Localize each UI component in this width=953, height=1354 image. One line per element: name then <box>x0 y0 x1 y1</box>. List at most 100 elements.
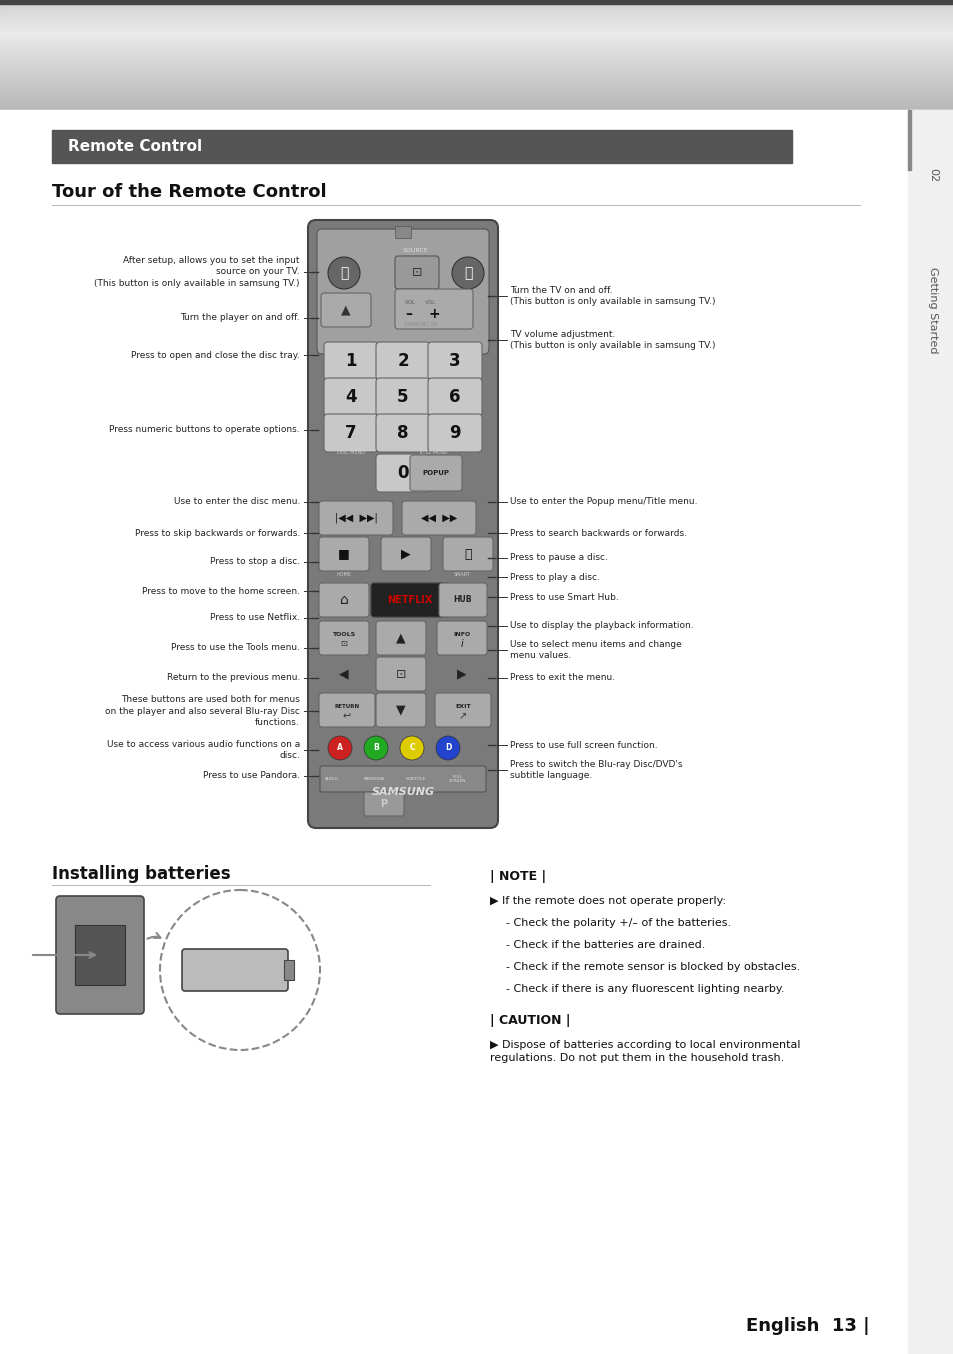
Text: 4: 4 <box>345 389 356 406</box>
Text: - Check if there is any fluorescent lighting nearby.: - Check if there is any fluorescent ligh… <box>505 984 783 994</box>
Bar <box>0 30 953 31</box>
Bar <box>0 51 953 53</box>
Bar <box>0 1 953 3</box>
FancyBboxPatch shape <box>375 454 430 492</box>
Text: SAMSUNG: SAMSUNG <box>371 787 435 798</box>
Bar <box>0 61 953 62</box>
FancyBboxPatch shape <box>56 896 144 1014</box>
Text: After setup, allows you to set the input
source on your TV.
(This button is only: After setup, allows you to set the input… <box>94 256 299 287</box>
Text: Press to stop a disc.: Press to stop a disc. <box>210 558 299 566</box>
Bar <box>0 76 953 77</box>
Bar <box>0 65 953 66</box>
Text: ⏻: ⏻ <box>339 265 348 280</box>
Text: Press to use Netflix.: Press to use Netflix. <box>210 613 299 623</box>
Bar <box>0 38 953 39</box>
Text: VOL       VOL: VOL VOL <box>405 299 435 305</box>
Bar <box>0 58 953 60</box>
Text: ↩: ↩ <box>342 711 351 720</box>
Text: Press to switch the Blu-ray Disc/DVD's
subtitle language.: Press to switch the Blu-ray Disc/DVD's s… <box>510 760 681 780</box>
Text: P: P <box>380 799 387 808</box>
Text: English  13 |: English 13 | <box>745 1317 869 1335</box>
Text: 3: 3 <box>449 352 460 370</box>
Text: 02: 02 <box>927 168 938 181</box>
Bar <box>0 47 953 49</box>
Text: –: – <box>405 307 412 321</box>
Bar <box>0 41 953 42</box>
Bar <box>0 66 953 68</box>
FancyBboxPatch shape <box>436 621 486 655</box>
Circle shape <box>436 737 459 760</box>
Bar <box>0 35 953 37</box>
Bar <box>0 24 953 26</box>
FancyBboxPatch shape <box>371 584 449 617</box>
Text: 7: 7 <box>345 424 356 441</box>
Text: ▶: ▶ <box>456 668 466 681</box>
Bar <box>0 102 953 103</box>
Text: ▶ If the remote does not operate properly:: ▶ If the remote does not operate properl… <box>490 896 725 906</box>
Text: ⊡: ⊡ <box>340 639 347 649</box>
Bar <box>0 0 953 4</box>
FancyBboxPatch shape <box>438 584 486 617</box>
Text: Turn the TV on and off.
(This button is only available in samsung TV.): Turn the TV on and off. (This button is … <box>510 286 715 306</box>
Text: SUBTITLE: SUBTITLE <box>405 777 426 781</box>
Text: NETFLIX: NETFLIX <box>387 594 433 605</box>
FancyBboxPatch shape <box>320 292 371 328</box>
Text: ⏻: ⏻ <box>463 265 472 280</box>
Bar <box>0 0 953 1</box>
FancyBboxPatch shape <box>395 256 438 288</box>
Bar <box>0 54 953 56</box>
Text: B: B <box>373 743 378 753</box>
Bar <box>0 88 953 89</box>
Bar <box>0 3 953 4</box>
Bar <box>0 53 953 54</box>
Text: SAMSUNG TV: SAMSUNG TV <box>403 321 436 326</box>
Text: ⊡: ⊡ <box>412 267 422 279</box>
Bar <box>0 60 953 61</box>
Bar <box>0 77 953 79</box>
Text: RETURN: RETURN <box>335 704 359 708</box>
FancyBboxPatch shape <box>428 343 481 380</box>
Text: These buttons are used both for menus
on the player and also several Blu-ray Dis: These buttons are used both for menus on… <box>105 696 299 727</box>
Bar <box>0 56 953 57</box>
Text: - Check the polarity +/– of the batteries.: - Check the polarity +/– of the batterie… <box>505 918 730 927</box>
Text: Press to use Pandora.: Press to use Pandora. <box>203 772 299 780</box>
Text: 0: 0 <box>396 464 408 482</box>
Bar <box>0 72 953 73</box>
Bar <box>0 89 953 91</box>
Bar <box>0 103 953 104</box>
FancyBboxPatch shape <box>375 414 430 452</box>
Circle shape <box>452 257 483 288</box>
Text: Use to display the playback information.: Use to display the playback information. <box>510 621 693 631</box>
Bar <box>0 8 953 9</box>
Bar <box>0 31 953 32</box>
FancyBboxPatch shape <box>435 693 491 727</box>
Text: ▲: ▲ <box>341 303 351 317</box>
FancyBboxPatch shape <box>318 538 369 571</box>
Bar <box>0 7 953 8</box>
Bar <box>0 81 953 83</box>
Bar <box>0 69 953 70</box>
Text: Press to use Smart Hub.: Press to use Smart Hub. <box>510 593 618 601</box>
Bar <box>0 23 953 24</box>
Text: ◀◀  ▶▶: ◀◀ ▶▶ <box>420 513 456 523</box>
Bar <box>0 80 953 81</box>
Bar <box>0 57 953 58</box>
Text: - Check if the batteries are drained.: - Check if the batteries are drained. <box>505 940 704 951</box>
Bar <box>0 91 953 92</box>
Text: FULL
SCREEN: FULL SCREEN <box>449 774 466 784</box>
Text: Use to access various audio functions on a
disc.: Use to access various audio functions on… <box>107 739 299 760</box>
Bar <box>0 68 953 69</box>
Bar <box>0 107 953 108</box>
Bar <box>0 96 953 97</box>
Bar <box>0 85 953 87</box>
Text: 8: 8 <box>396 424 408 441</box>
Bar <box>0 28 953 30</box>
Text: Press to play a disc.: Press to play a disc. <box>510 573 599 581</box>
Text: Press to exit the menu.: Press to exit the menu. <box>510 673 615 682</box>
FancyBboxPatch shape <box>375 343 430 380</box>
FancyBboxPatch shape <box>375 657 426 691</box>
Bar <box>0 37 953 38</box>
Text: 1: 1 <box>345 352 356 370</box>
Bar <box>0 20 953 22</box>
Text: POPUP: POPUP <box>422 470 449 477</box>
